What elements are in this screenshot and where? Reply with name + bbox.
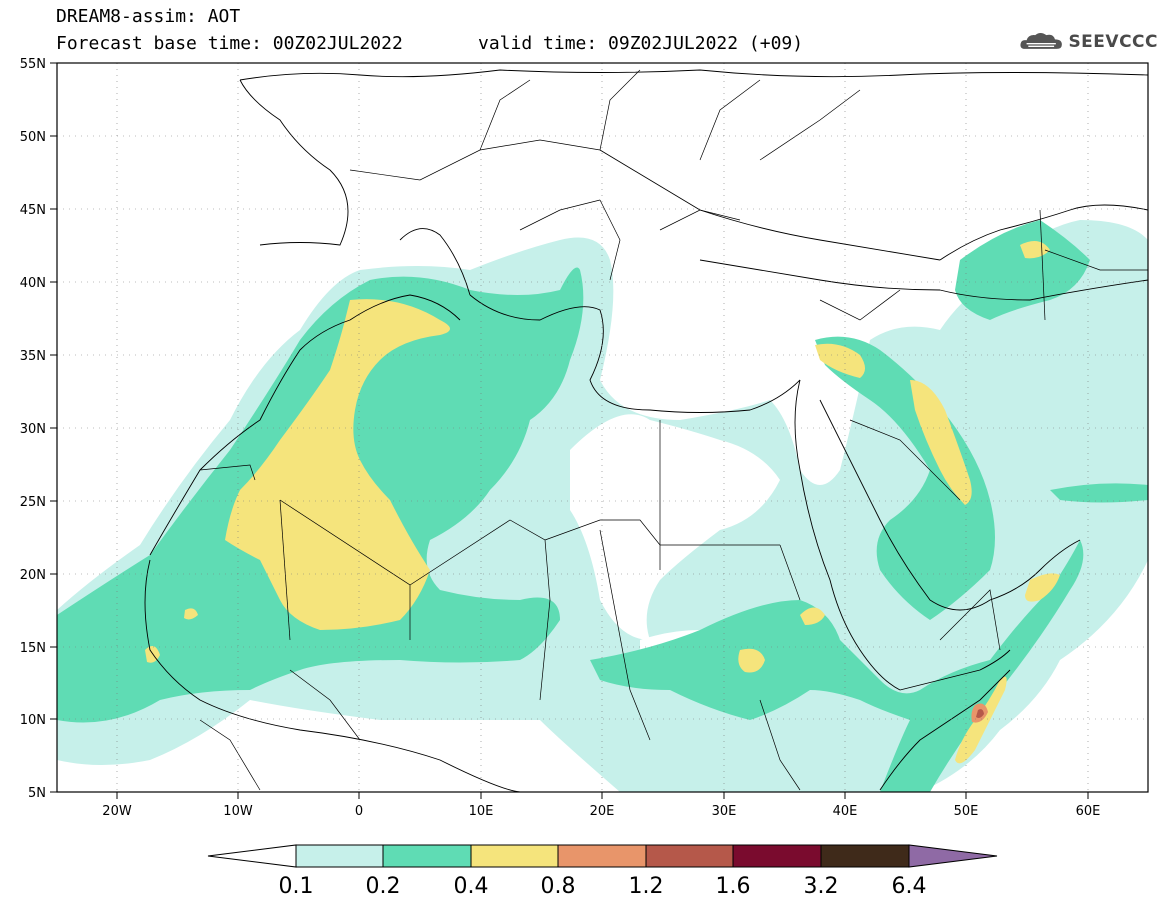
lat-label: 20N: [20, 568, 46, 583]
lat-label: 30N: [20, 422, 46, 437]
lat-label: 10N: [20, 713, 46, 728]
colorbar-segment: [382, 844, 472, 868]
colorbar-segment: [908, 844, 998, 868]
logo-text: SEEVCCC: [1068, 32, 1158, 52]
colorbar-segment: [295, 844, 384, 868]
aot-field: [57, 63, 1148, 792]
colorbar-segment: [470, 844, 559, 868]
colorbar-label: 6.4: [892, 874, 927, 899]
colorbar-label: 3.2: [804, 874, 839, 899]
lon-ticks: [116, 792, 1089, 799]
cloud-icon: [1020, 32, 1062, 49]
lon-label: 50E: [954, 804, 979, 819]
seevccc-logo: SEEVCCC: [1018, 27, 1158, 57]
lat-labels: 55N 50N 45N 40N 35N 30N 25N 20N 15N 10N …: [20, 57, 46, 801]
colorbar-label: 0.8: [541, 874, 576, 899]
colorbar: [207, 844, 998, 868]
colorbar-segment: [732, 844, 822, 868]
colorbar-segment: [820, 844, 910, 868]
lat-label: 25N: [20, 495, 46, 510]
lon-label: 60E: [1076, 804, 1101, 819]
forecast-base-time: Forecast base time: 00Z02JUL2022: [56, 33, 403, 54]
lon-label: 0: [355, 804, 363, 819]
lon-label: 20W: [102, 804, 132, 819]
colorbar-segment: [645, 844, 734, 868]
colorbar-label: 1.6: [716, 874, 751, 899]
lat-ticks: [50, 62, 57, 793]
lon-label: 10W: [223, 804, 253, 819]
lat-label: 50N: [20, 130, 46, 145]
colorbar-segment: [207, 844, 297, 868]
lat-label: 40N: [20, 276, 46, 291]
country-borders: [199, 69, 1148, 791]
lat-label: 55N: [20, 57, 46, 72]
colorbar-label: 0.2: [366, 874, 401, 899]
lat-label: 15N: [20, 641, 46, 656]
coastlines: [144, 69, 1148, 792]
colorbar-segment: [557, 844, 647, 868]
aot-contour-0.4: [145, 241, 1060, 764]
colorbar-labels: 0.1 0.2 0.4 0.8 1.2 1.6 3.2 6.4: [279, 874, 927, 899]
lon-label: 30E: [712, 804, 737, 819]
colorbar-label: 0.1: [279, 874, 314, 899]
aot-contour-1.2: [976, 709, 984, 718]
lat-label: 45N: [20, 203, 46, 218]
lat-label: 35N: [20, 349, 46, 364]
valid-time: valid time: 09Z02JUL2022 (+09): [478, 33, 804, 54]
lon-label: 40E: [833, 804, 858, 819]
lon-label: 10E: [469, 804, 494, 819]
map-title: DREAM8-assim: AOT: [56, 6, 241, 27]
colorbar-label: 1.2: [629, 874, 664, 899]
colorbar-label: 0.4: [454, 874, 489, 899]
lon-labels: 20W 10W 0 10E 20E 30E 40E 50E 60E: [102, 804, 1100, 819]
lat-label: 5N: [28, 786, 46, 801]
lon-label: 20E: [590, 804, 615, 819]
